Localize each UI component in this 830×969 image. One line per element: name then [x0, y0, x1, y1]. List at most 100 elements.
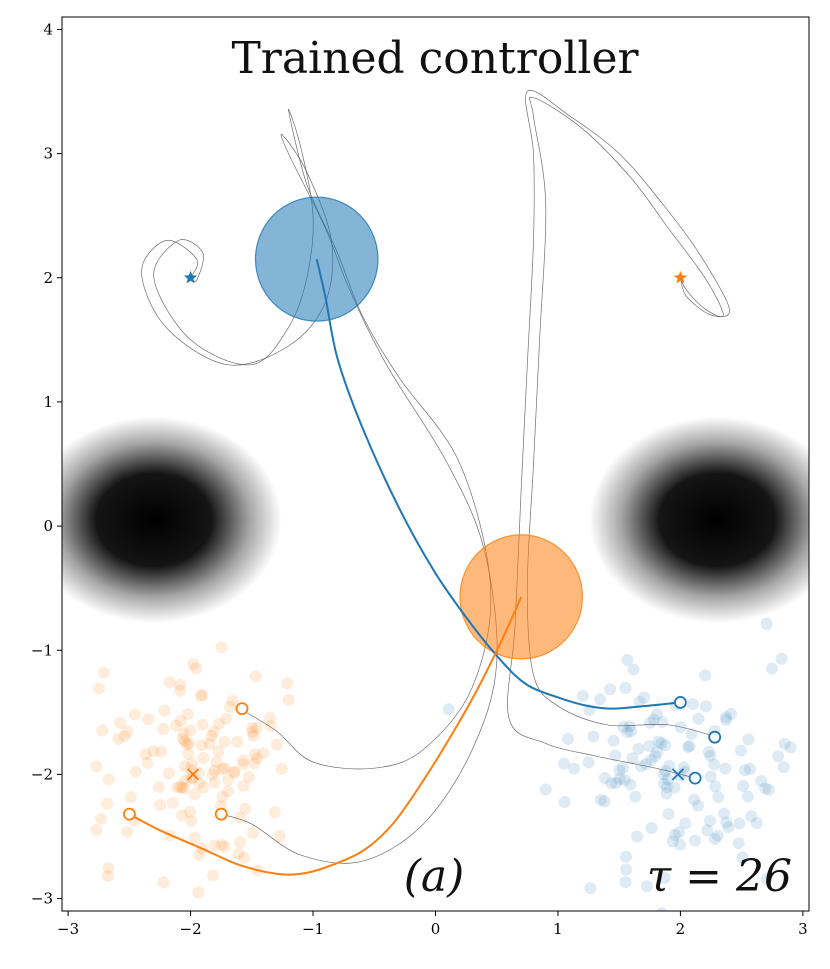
scatter-point — [176, 781, 189, 794]
scatter-point — [215, 641, 228, 654]
scatter-point — [686, 698, 699, 711]
scatter-point — [218, 762, 231, 775]
scatter-point — [625, 725, 638, 738]
scatter-point — [193, 848, 206, 861]
x-tick-label: 0 — [431, 920, 441, 938]
y-tick-label: −1 — [31, 641, 53, 659]
scatter-point — [627, 663, 640, 676]
scatter-point — [644, 716, 657, 729]
scatter-point — [221, 785, 234, 798]
scatter-point — [249, 670, 262, 683]
scatter-point — [175, 809, 188, 822]
y-tick-label: 3 — [43, 145, 53, 163]
scatter-point — [651, 746, 664, 759]
scatter-point — [174, 714, 187, 727]
scatter-point — [741, 790, 754, 803]
scatter-point — [652, 735, 665, 748]
scatter-point — [222, 773, 235, 786]
scatter-point — [194, 690, 207, 703]
scatter-point — [607, 734, 620, 747]
scatter-point — [157, 722, 170, 735]
scatter-point — [640, 880, 653, 893]
scatter-point — [624, 778, 637, 791]
scatter-point — [246, 722, 259, 735]
scatter-point — [745, 810, 758, 823]
start-marker — [235, 702, 249, 716]
sample-trajectory — [153, 108, 492, 770]
scatter-point — [736, 851, 749, 864]
scatter-point — [722, 821, 735, 834]
orange-trajectory — [128, 596, 523, 876]
scatter-point — [264, 712, 277, 725]
x-marker — [671, 768, 685, 781]
scatter-point — [251, 721, 264, 734]
scatter-point — [155, 745, 168, 758]
scatter-point — [650, 708, 663, 721]
scatter-point — [174, 678, 187, 691]
start-marker — [214, 807, 228, 821]
scatter-point — [685, 727, 698, 740]
scatter-point — [604, 683, 617, 696]
scatter-point — [660, 787, 673, 800]
scatter-point — [759, 782, 772, 795]
scatter-point — [197, 751, 210, 764]
scatter-point — [658, 871, 671, 884]
goal-star-marker — [183, 270, 198, 284]
scatter-point — [232, 847, 245, 860]
scatter-clouds — [90, 617, 797, 911]
scatter-point — [208, 839, 221, 852]
scatter-point — [187, 658, 200, 671]
scatter-point — [114, 716, 127, 729]
scatter-point — [712, 791, 725, 804]
scatter-point — [760, 617, 773, 630]
tau-label: τ = 26 — [647, 851, 792, 902]
scatter-point — [196, 688, 209, 701]
scatter-point — [708, 758, 721, 771]
scatter-point — [629, 790, 642, 803]
scatter-point — [609, 749, 622, 762]
main-trajectories — [128, 258, 681, 876]
y-tick-label: 4 — [43, 20, 53, 38]
markers — [122, 270, 722, 821]
scatter-point — [163, 676, 176, 689]
scatter-point — [662, 807, 675, 820]
scatter-point — [719, 762, 732, 775]
scatter-point — [118, 730, 131, 743]
y-tick-label: 0 — [43, 517, 53, 535]
plot-area — [62, 90, 809, 911]
scatter-point — [228, 765, 241, 778]
scatter-point — [234, 811, 247, 824]
scatter-point — [205, 729, 218, 742]
scatter-point — [95, 812, 108, 825]
scatter-point — [672, 826, 685, 839]
scatter-point — [90, 760, 103, 773]
scatter-point — [195, 739, 208, 752]
scatter-point — [634, 760, 647, 773]
scatter-point — [162, 767, 175, 780]
scatter-point — [735, 744, 748, 757]
scatter-point — [242, 771, 255, 784]
scatter-point — [618, 774, 631, 787]
scatter-point — [231, 735, 244, 748]
x-tick-label: −2 — [180, 920, 202, 938]
scatter-point — [128, 708, 141, 721]
scatter-point — [704, 770, 717, 783]
scatter-point — [183, 805, 196, 818]
scatter-point — [609, 776, 622, 789]
obstacles — [62, 416, 809, 624]
sample-trajectory — [507, 90, 730, 779]
scatter-point — [660, 781, 673, 794]
scatter-point — [775, 652, 788, 665]
x-tick-label: 3 — [798, 920, 808, 938]
scatter-point — [216, 790, 229, 803]
scatter-point — [708, 833, 721, 846]
scatter-point — [711, 829, 724, 842]
scatter-point — [247, 729, 260, 742]
scatter-point — [762, 783, 775, 796]
scatter-point — [659, 739, 672, 752]
scatter-point — [270, 738, 283, 751]
scatter-point — [718, 807, 731, 820]
scatter-point — [197, 781, 210, 794]
scatter-point — [218, 735, 231, 748]
scatter-point — [720, 711, 733, 724]
